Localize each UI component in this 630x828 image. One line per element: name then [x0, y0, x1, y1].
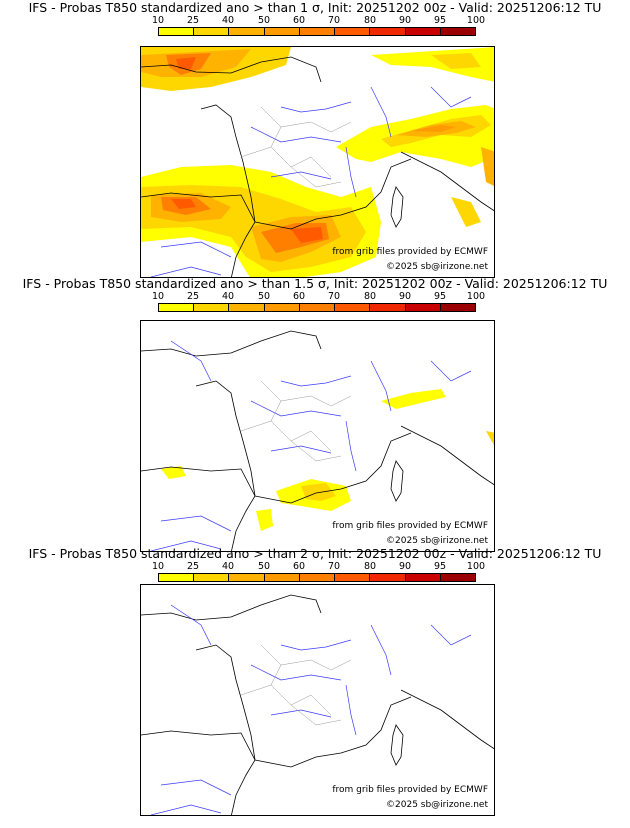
- coastlines: [141, 330, 494, 551]
- scale-label: 100: [466, 291, 486, 302]
- scale-swatch: [299, 304, 336, 311]
- scale-label: 100: [466, 15, 486, 26]
- scale-label: 25: [186, 15, 200, 26]
- scale-swatch: [264, 304, 300, 311]
- scale-label: 40: [221, 561, 235, 572]
- copyright-credit: ©2025 sb@irizone.net: [386, 536, 488, 546]
- scale-swatch: [229, 304, 265, 311]
- color-scale-bar: [158, 303, 476, 312]
- scale-label: 90: [398, 291, 412, 302]
- scale-label: 70: [327, 15, 341, 26]
- scale-label: 70: [327, 291, 341, 302]
- scale-swatch: [370, 304, 406, 311]
- scale-label: 90: [398, 561, 412, 572]
- rivers: [150, 604, 472, 815]
- data-source-credit: from grib files provided by ECMWF: [332, 785, 488, 795]
- scale-swatch: [159, 304, 195, 311]
- scale-swatch: [264, 28, 300, 35]
- scale-label: 60: [292, 561, 306, 572]
- scale-label: 10: [151, 15, 165, 26]
- scale-swatch: [335, 574, 371, 581]
- scale-swatch: [264, 574, 300, 581]
- coastlines: [141, 56, 494, 277]
- scale-swatch: [440, 574, 475, 581]
- scale-swatch: [405, 304, 441, 311]
- scale-label: 60: [292, 15, 306, 26]
- probability-map: from grib files provided by ECMWF ©2025 …: [140, 584, 495, 816]
- scale-label: 50: [257, 291, 271, 302]
- scale-label: 60: [292, 291, 306, 302]
- scale-swatch: [440, 28, 475, 35]
- rivers: [150, 86, 472, 277]
- scale-label: 25: [186, 561, 200, 572]
- scale-label: 95: [433, 291, 447, 302]
- borders: [240, 106, 352, 188]
- color-scale-labels: 10 25 40 50 60 70 80 90 95 100: [140, 15, 495, 26]
- scale-swatch: [335, 304, 371, 311]
- probability-field: [161, 389, 494, 531]
- map-graphic: [141, 330, 494, 551]
- panel-1sigma: IFS - Probas T850 standardized ano > tha…: [0, 0, 630, 278]
- map-graphic: [141, 47, 494, 277]
- scale-label: 10: [151, 561, 165, 572]
- scale-label: 95: [433, 15, 447, 26]
- copyright-credit: ©2025 sb@irizone.net: [386, 262, 488, 272]
- color-scale-bar: [158, 27, 476, 36]
- scale-label: 95: [433, 561, 447, 572]
- data-source-credit: from grib files provided by ECMWF: [332, 521, 488, 531]
- scale-swatch: [159, 28, 195, 35]
- color-scale-labels: 10 25 40 50 60 70 80 90 95 100: [140, 561, 495, 572]
- scale-label: 25: [186, 291, 200, 302]
- probability-map: from grib files provided by ECMWF ©2025 …: [140, 46, 495, 278]
- scale-swatch: [194, 574, 230, 581]
- scale-swatch: [229, 28, 265, 35]
- scale-swatch: [299, 28, 336, 35]
- scale-label: 40: [221, 291, 235, 302]
- color-scale-labels: 10 25 40 50 60 70 80 90 95 100: [140, 291, 495, 302]
- probability-field: [141, 47, 494, 277]
- scale-swatch: [405, 28, 441, 35]
- panel-title: IFS - Probas T850 standardized ano > tha…: [28, 546, 602, 561]
- scale-label: 50: [257, 561, 271, 572]
- scale-swatch: [370, 574, 406, 581]
- scale-label: 10: [151, 291, 165, 302]
- panel-1-5sigma: IFS - Probas T850 standardized ano > tha…: [0, 276, 630, 552]
- scale-label: 80: [363, 15, 377, 26]
- scale-swatch: [159, 574, 195, 581]
- panel-title: IFS - Probas T850 standardized ano > tha…: [28, 0, 602, 15]
- borders: [240, 380, 352, 462]
- scale-swatch: [405, 574, 441, 581]
- scale-label: 40: [221, 15, 235, 26]
- rivers: [150, 340, 472, 551]
- borders: [240, 644, 352, 726]
- scale-swatch: [335, 28, 371, 35]
- scale-label: 90: [398, 15, 412, 26]
- scale-label: 80: [363, 561, 377, 572]
- scale-swatch: [440, 304, 475, 311]
- scale-label: 100: [466, 561, 486, 572]
- scale-label: 50: [257, 15, 271, 26]
- scale-label: 80: [363, 291, 377, 302]
- color-scale-bar: [158, 573, 476, 582]
- map-graphic: [141, 594, 494, 815]
- coastlines: [141, 594, 494, 815]
- scale-swatch: [229, 574, 265, 581]
- panel-2sigma: IFS - Probas T850 standardized ano > tha…: [0, 546, 630, 816]
- probability-map: from grib files provided by ECMWF ©2025 …: [140, 320, 495, 552]
- scale-swatch: [370, 28, 406, 35]
- scale-swatch: [194, 304, 230, 311]
- data-source-credit: from grib files provided by ECMWF: [332, 247, 488, 257]
- copyright-credit: ©2025 sb@irizone.net: [386, 800, 488, 810]
- scale-label: 70: [327, 561, 341, 572]
- scale-swatch: [194, 28, 230, 35]
- scale-swatch: [299, 574, 336, 581]
- panel-title: IFS - Probas T850 standardized ano > tha…: [22, 276, 608, 291]
